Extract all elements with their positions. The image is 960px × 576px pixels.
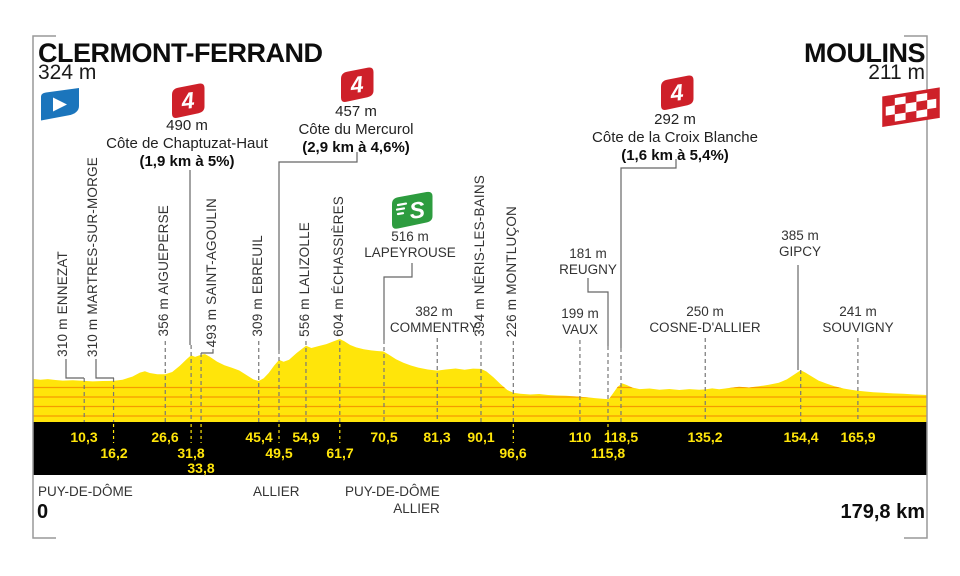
km-label: 10,3 xyxy=(70,429,98,445)
town-label: 199 m VAUX xyxy=(485,306,675,338)
town-elevation: 181 m xyxy=(569,246,607,261)
km-label: 118,5 xyxy=(603,429,639,445)
climb-label: 457 m Côte du Mercurol (2,9 km à 4,6%) xyxy=(226,103,486,157)
climb-name: Côte du Mercurol xyxy=(298,121,414,138)
start-flag-icon xyxy=(38,87,82,128)
finish-city-name: MOULINS xyxy=(804,38,926,68)
town-label-vertical: 493 m SAINT-AGOULIN xyxy=(204,197,219,347)
climb-elevation: 457 m xyxy=(335,103,377,120)
town-label-vertical: 556 m LALIZOLLE xyxy=(297,222,312,337)
km-label: 90,1 xyxy=(467,429,495,445)
town-label: 385 m GIPCY xyxy=(705,228,895,260)
km-label: 110 xyxy=(568,429,592,445)
km-label: 115,8 xyxy=(590,445,626,461)
km-label: 154,4 xyxy=(783,429,819,445)
town-label: 382 m COMMENTRY xyxy=(339,304,529,336)
town-name: COMMENTRY xyxy=(389,320,479,335)
town-name: REUGNY xyxy=(559,262,617,277)
climb-gradient: (1,9 km à 5%) xyxy=(139,153,235,170)
sprint-elevation: 516 m xyxy=(391,229,429,244)
category-4-climb-icon: 4 xyxy=(656,74,696,117)
climb-label: 292 m Côte de la Croix Blanche (1,6 km à 5… xyxy=(545,111,805,165)
finish-elevation: 211 m xyxy=(868,61,925,84)
town-name: COSNE-D'ALLIER xyxy=(649,320,761,335)
start-elevation: 324 m xyxy=(38,61,97,84)
climb-name: Côte de la Croix Blanche xyxy=(592,129,758,146)
km-label: 81,3 xyxy=(423,429,451,445)
km-label: 16,2 xyxy=(100,445,128,461)
town-elevation: 382 m xyxy=(415,304,453,319)
finish-flag-icon xyxy=(880,86,944,137)
distance-total: 179,8 km xyxy=(840,501,925,523)
town-elevation: 250 m xyxy=(686,304,724,319)
department-label: PUY-DE-DÔME ALLIER xyxy=(345,484,440,516)
km-label: 165,9 xyxy=(840,429,876,445)
town-name: SOUVIGNY xyxy=(822,320,894,335)
climb-elevation: 292 m xyxy=(654,111,696,128)
km-label: 70,5 xyxy=(370,429,398,445)
distance-start: 0 xyxy=(37,501,49,523)
km-label: 54,9 xyxy=(292,429,320,445)
town-label-vertical: 356 m AIGUEPERSE xyxy=(156,205,171,337)
sprint-name: LAPEYROUSE xyxy=(364,245,456,260)
km-label: 26,6 xyxy=(151,429,179,445)
category-4-climb-icon: 4 xyxy=(336,66,376,109)
department-label: ALLIER xyxy=(253,484,300,499)
sprint-icon: S xyxy=(388,190,436,237)
category-4-climb-icon: 4 xyxy=(167,82,207,125)
km-label: 31,8 xyxy=(177,445,205,461)
climb-gradient: (1,6 km à 5,4%) xyxy=(621,147,729,164)
distance-bar xyxy=(33,422,927,475)
climb-elevation: 490 m xyxy=(166,117,208,134)
climb-label: 490 m Côte de Chaptuzat-Haut (1,9 km à 5%) xyxy=(57,117,317,171)
climb-gradient: (2,9 km à 4,6%) xyxy=(302,139,410,156)
town-label: 250 m COSNE-D'ALLIER xyxy=(610,304,800,336)
town-elevation: 199 m xyxy=(561,306,599,321)
town-label-vertical: 310 m MARTRES-SUR-MORGE xyxy=(85,156,100,357)
km-label: 45,4 xyxy=(245,429,273,445)
town-label: 181 m REUGNY xyxy=(493,246,683,278)
town-label-vertical: 309 m EBREUIL xyxy=(250,235,265,337)
svg-text:4: 4 xyxy=(348,71,365,99)
profile-area xyxy=(33,339,927,422)
km-label: 49,5 xyxy=(265,445,293,461)
svg-text:4: 4 xyxy=(179,87,196,115)
km-label: 96,6 xyxy=(499,445,527,461)
town-elevation: 385 m xyxy=(781,228,819,243)
svg-text:4: 4 xyxy=(668,79,685,107)
start-city-name: CLERMONT-FERRAND xyxy=(38,38,323,68)
svg-text:S: S xyxy=(408,196,427,224)
climb-name: Côte de Chaptuzat-Haut xyxy=(106,135,268,152)
town-label: 241 m SOUVIGNY xyxy=(763,304,953,336)
km-label: 135,2 xyxy=(687,429,723,445)
town-name: GIPCY xyxy=(778,244,821,259)
town-name: VAUX xyxy=(562,322,598,337)
town-label-vertical: 310 m ENNEZAT xyxy=(55,251,70,357)
km-label: 33,8 xyxy=(187,460,215,476)
town-elevation: 241 m xyxy=(839,304,877,319)
km-label: 61,7 xyxy=(326,445,354,461)
department-label: PUY-DE-DÔME xyxy=(38,484,133,499)
sprint-label: 516 m LAPEYROUSE xyxy=(315,229,505,261)
